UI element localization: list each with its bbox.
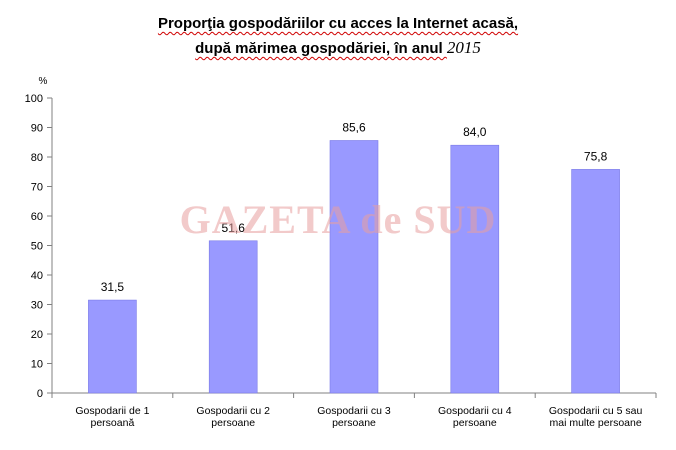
bar [450, 144, 500, 394]
y-tick-label: 0 [37, 388, 43, 400]
chart-title-line-1: Proporţia gospodăriilor cu acces la Inte… [0, 12, 676, 36]
x-category-label: Gospodarii cu 5 sau [549, 405, 643, 417]
y-tick-label: 70 [31, 182, 43, 194]
x-category-label: persoane [211, 417, 255, 429]
bar-value-label: 75,8 [584, 149, 608, 163]
y-tick-label: 90 [31, 123, 43, 135]
y-tick-label: 80 [31, 152, 43, 164]
bar-value-label: 84,0 [463, 125, 487, 139]
x-category-label: persoane [453, 417, 497, 429]
chart-title-line-1-text: Proporţia gospodăriilor cu acces la Inte… [157, 15, 519, 32]
x-category-label: Gospodarii cu 2 [196, 405, 270, 417]
bar [329, 140, 379, 394]
bar-value-label: 51,6 [222, 221, 246, 235]
y-axis-label: % [39, 76, 48, 87]
y-tick-label: 50 [31, 241, 43, 253]
chart-title: Proporţia gospodăriilor cu acces la Inte… [0, 12, 676, 61]
bar-value-label: 31,5 [101, 280, 125, 294]
bar [88, 299, 137, 394]
bar [208, 240, 258, 394]
x-category-label: Gospodarii cu 3 [317, 405, 391, 417]
y-tick-label: 100 [25, 93, 43, 105]
y-tick-label: 20 [31, 329, 43, 341]
bar-value-label: 85,6 [342, 120, 366, 134]
x-category-label: persoane [332, 417, 376, 429]
y-tick-label: 10 [31, 359, 43, 371]
x-category-label: Gospodarii cu 4 [438, 405, 512, 417]
x-category-label: persoană [91, 417, 135, 429]
chart-title-line-2: după mărimea gospodăriei, în anul 2015 [0, 36, 676, 61]
bar [571, 169, 620, 394]
x-category-label: Gospodarii de 1 [75, 405, 149, 417]
chart-title-year: 2015 [446, 38, 481, 57]
y-tick-label: 40 [31, 270, 43, 282]
y-tick-label: 60 [31, 211, 43, 223]
x-category-label: mai multe persoane [549, 417, 641, 429]
y-tick-label: 30 [31, 300, 43, 312]
chart-title-line-2-text: după mărimea gospodăriei, în anul [195, 40, 447, 57]
